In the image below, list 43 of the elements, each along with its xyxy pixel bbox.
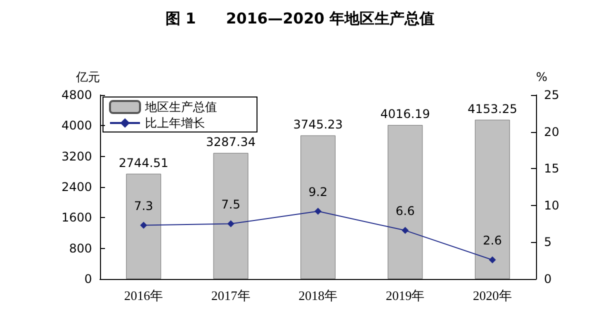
data-label: 7.5 (221, 197, 240, 212)
y-tick-label: 4000 (61, 118, 92, 133)
y2-axis-title: % (536, 70, 548, 84)
data-label: 6.6 (396, 204, 415, 218)
data-label: 4153.25 (468, 102, 518, 116)
chart-title: 图 1 2016—2020 年地区生产总值 (165, 10, 435, 28)
point (140, 222, 148, 229)
data-label: 3287.34 (206, 134, 256, 149)
bar (213, 152, 248, 279)
x-tick-label: 2019年 (386, 288, 425, 303)
y2-tick-label: 25 (544, 88, 560, 102)
x-tick-label: 2016年 (124, 288, 164, 303)
y-tick-label: 0 (84, 272, 92, 286)
point (314, 208, 322, 215)
data-label: 2744.51 (118, 156, 168, 170)
legend-label: 地区生产总值 (144, 100, 217, 114)
bar (126, 174, 162, 279)
data-label: 7.3 (134, 198, 154, 213)
x-tick-label: 2020年 (472, 288, 512, 303)
data-label: 2.6 (482, 233, 502, 248)
data-label: 4016.19 (380, 107, 430, 122)
y2-tick-label: 5 (544, 235, 552, 250)
bar (388, 125, 423, 279)
data-label: 9.2 (308, 184, 328, 199)
y2-tick-label: 10 (544, 198, 560, 212)
y2-tick-label: 0 (544, 272, 552, 286)
point (227, 220, 234, 228)
y-tick-label: 800 (69, 241, 92, 256)
point (402, 226, 409, 234)
bar (474, 120, 510, 279)
y-tick-label: 3200 (61, 149, 92, 164)
x-tick-label: 2017年 (211, 288, 250, 303)
x-tick-label: 2018年 (298, 288, 338, 303)
y2-tick-label: 20 (544, 124, 560, 139)
y-tick-label: 4800 (61, 88, 92, 102)
data-label: 3745.23 (293, 117, 343, 132)
point (488, 256, 496, 264)
bar (300, 135, 336, 279)
legend-label: 比上年增长 (145, 116, 205, 130)
y2-tick-label: 15 (544, 162, 560, 176)
y-tick-label: 2400 (61, 180, 92, 194)
y-tick-label: 1600 (61, 210, 92, 225)
y-axis-title: 亿元 (75, 70, 100, 84)
